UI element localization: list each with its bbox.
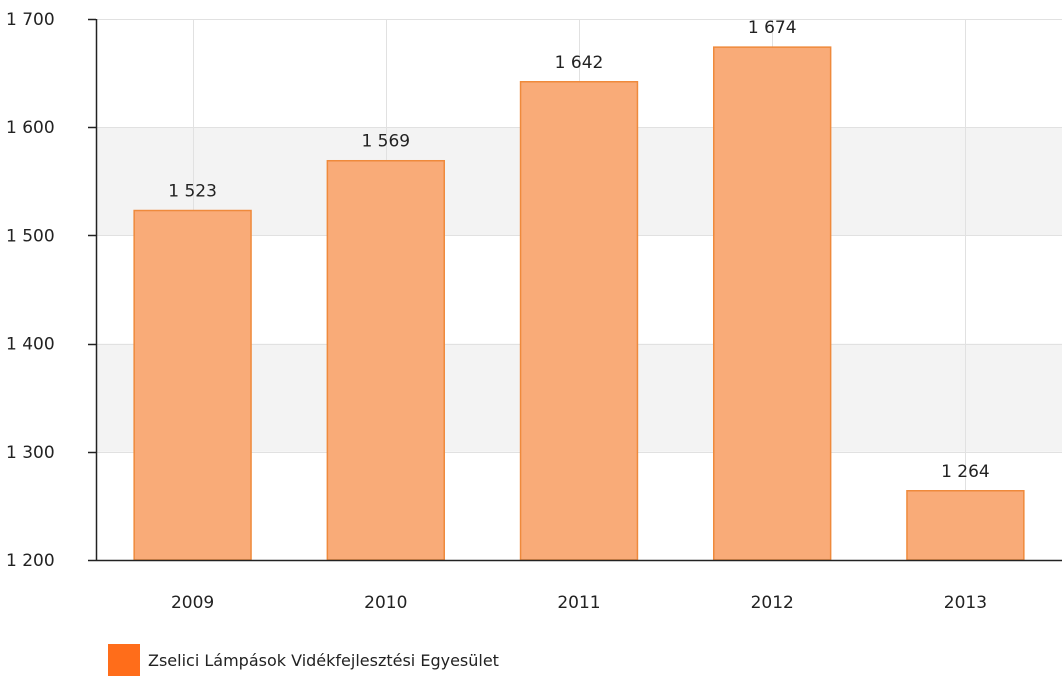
data-label-2009: 1 523 <box>168 182 217 202</box>
legend: Zselici Lámpások Vidékfejlesztési Egyesü… <box>108 644 499 676</box>
legend-swatch <box>108 644 140 676</box>
data-label-2010: 1 569 <box>361 132 410 152</box>
y-tick-label: 1 500 <box>6 226 55 246</box>
bar-2010 <box>326 159 445 561</box>
legend-label: Zselici Lámpások Vidékfejlesztési Egyesü… <box>148 650 499 670</box>
y-tick-label: 1 300 <box>6 443 55 463</box>
y-tick-label: 1 400 <box>6 335 55 355</box>
bars <box>133 46 1025 561</box>
y-tick-label: 1 600 <box>6 118 55 138</box>
axes <box>88 18 1062 562</box>
bar-2013 <box>906 490 1025 561</box>
x-tick-label: 2010 <box>364 593 407 613</box>
x-tick-label: 2013 <box>944 593 987 613</box>
x-tick-label: 2012 <box>751 593 794 613</box>
data-label-2013: 1 264 <box>941 462 990 482</box>
x-tick-labels: 2009 2010 2011 2012 2013 <box>171 593 987 613</box>
data-labels: 1 523 1 569 1 642 1 674 1 264 <box>168 18 989 482</box>
bar-2011 <box>519 81 639 561</box>
x-tick-label: 2009 <box>171 593 214 613</box>
data-label-2012: 1 674 <box>748 18 797 38</box>
bar-2009 <box>133 209 252 561</box>
y-tick-label: 1 200 <box>6 551 55 571</box>
data-label-2011: 1 642 <box>555 53 604 73</box>
x-tick-label: 2011 <box>557 593 600 613</box>
y-tick-labels: 1 200 1 300 1 400 1 500 1 600 1 700 <box>6 10 55 571</box>
y-tick-label: 1 700 <box>6 10 55 30</box>
bar-2012 <box>713 46 832 561</box>
